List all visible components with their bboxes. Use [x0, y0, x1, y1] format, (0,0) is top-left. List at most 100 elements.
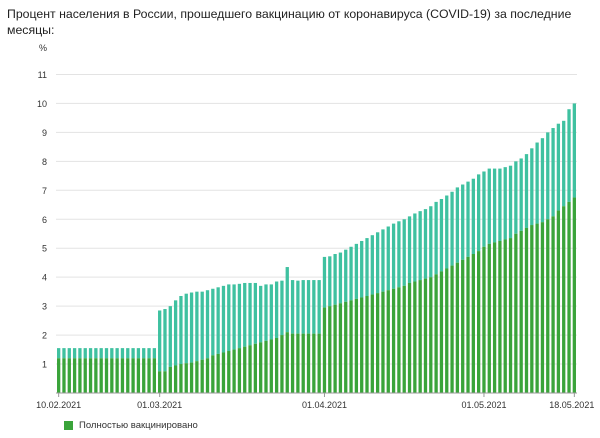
bar-fully-vaccinated [57, 358, 61, 393]
bar-fully-vaccinated [306, 333, 311, 393]
bar-fully-vaccinated [232, 349, 236, 393]
bar-first-dose [317, 280, 321, 334]
x-axis: 10.02.2021 01.03.2021 01.04.2021 01.05.2021… [36, 392, 594, 410]
bar-fully-vaccinated [344, 301, 348, 393]
bar-fully-vaccinated [413, 281, 417, 393]
x-tick-label: 18.05.2021 [549, 400, 594, 410]
bar-first-dose [328, 256, 332, 307]
bar-fully-vaccinated [290, 333, 295, 393]
bar-fully-vaccinated [391, 288, 396, 393]
bar-fully-vaccinated [248, 345, 252, 393]
bar-fully-vaccinated [173, 365, 178, 393]
bar-first-dose [227, 284, 231, 352]
y-tick-label: 4 [42, 273, 47, 283]
bar-fully-vaccinated [179, 364, 183, 393]
bar-first-dose [360, 240, 364, 298]
bar-fully-vaccinated [434, 274, 438, 393]
bar-first-dose [83, 348, 87, 359]
bar-first-dose [530, 148, 534, 226]
bar-fully-vaccinated [540, 222, 545, 393]
y-axis: 1 2 3 4 5 6 7 8 9 10 11 [37, 70, 47, 370]
bar-fully-vaccinated [508, 238, 513, 393]
bar-fully-vaccinated [62, 358, 66, 393]
bar-first-dose [450, 191, 454, 266]
bar-first-dose [519, 158, 523, 231]
bar-fully-vaccinated [439, 271, 444, 393]
bar-fully-vaccinated [503, 239, 507, 393]
bar-first-dose [62, 348, 66, 359]
bar-first-dose [306, 280, 311, 334]
bar-first-dose [455, 187, 460, 263]
bar-fully-vaccinated [349, 300, 353, 393]
bar-fully-vaccinated [115, 358, 119, 393]
y-tick-label: 9 [42, 128, 47, 138]
bar-first-dose [546, 132, 550, 220]
bar-fully-vaccinated [221, 352, 226, 393]
y-tick-label: 6 [42, 215, 47, 225]
bar-first-dose [200, 291, 204, 360]
bar-first-dose [338, 252, 343, 304]
bar-fully-vaccinated [259, 342, 263, 393]
bar-first-dose [429, 206, 433, 278]
bar-first-dose [211, 288, 215, 356]
bar-fully-vaccinated [99, 358, 103, 393]
bar-first-dose [370, 235, 374, 295]
bar-fully-vaccinated [333, 304, 337, 393]
bar-first-dose [461, 184, 465, 260]
bar-first-dose [492, 168, 497, 243]
bar-fully-vaccinated [120, 358, 125, 393]
bar-fully-vaccinated [296, 333, 300, 393]
bar-fully-vaccinated [211, 355, 215, 393]
bar-fully-vaccinated [402, 285, 406, 393]
bar-fully-vaccinated [381, 291, 385, 393]
x-tick-label: 10.02.2021 [36, 400, 81, 410]
bar-first-dose [434, 201, 438, 275]
bar-first-dose [333, 254, 337, 305]
bar-first-dose [126, 348, 130, 359]
bar-fully-vaccinated [567, 201, 571, 393]
bar-first-dose [423, 209, 428, 279]
y-tick-label: 11 [38, 70, 47, 80]
bar-first-dose [540, 138, 545, 223]
y-tick-label: 5 [42, 244, 47, 254]
bar-fully-vaccinated [78, 358, 82, 393]
bar-first-dose [248, 282, 252, 346]
y-tick-label: 7 [42, 186, 47, 196]
bar-first-dose [487, 168, 491, 244]
bar-fully-vaccinated [551, 216, 555, 393]
bar-fully-vaccinated [375, 293, 380, 393]
chart-title: Процент населения в России, прошедшего в… [7, 7, 572, 37]
bar-first-dose [296, 280, 300, 334]
bar-fully-vaccinated [200, 359, 204, 393]
bar-first-dose [290, 280, 295, 334]
bar-fully-vaccinated [455, 262, 460, 393]
bar-fully-vaccinated [317, 333, 321, 393]
bar-first-dose [285, 267, 289, 333]
bar-fully-vaccinated [338, 303, 343, 393]
y-tick-label: 1 [42, 360, 47, 370]
bar-first-dose [110, 348, 114, 359]
bar-first-dose [184, 293, 188, 364]
bar-fully-vaccinated [360, 297, 364, 393]
legend-swatch-fully-vaccinated [64, 421, 73, 430]
bar-fully-vaccinated [312, 333, 316, 393]
bar-first-dose [99, 348, 103, 359]
bar-first-dose [312, 280, 316, 334]
bar-first-dose [391, 223, 396, 289]
bar-first-dose [274, 281, 279, 338]
bar-fully-vaccinated [487, 243, 491, 393]
bar-first-dose [562, 120, 566, 207]
bar-first-dose [259, 285, 263, 343]
bar-fully-vaccinated [562, 206, 566, 393]
bar-fully-vaccinated [397, 287, 401, 393]
bar-first-dose [471, 178, 475, 255]
bar-first-dose [72, 348, 77, 359]
bar-fully-vaccinated [110, 358, 114, 393]
bar-first-dose [386, 226, 390, 291]
bar-first-dose [508, 165, 513, 239]
bar-first-dose [158, 310, 162, 372]
bar-first-dose [237, 283, 242, 349]
bar-first-dose [147, 348, 151, 359]
bar-fully-vaccinated [386, 290, 390, 393]
bar-fully-vaccinated [535, 223, 539, 393]
